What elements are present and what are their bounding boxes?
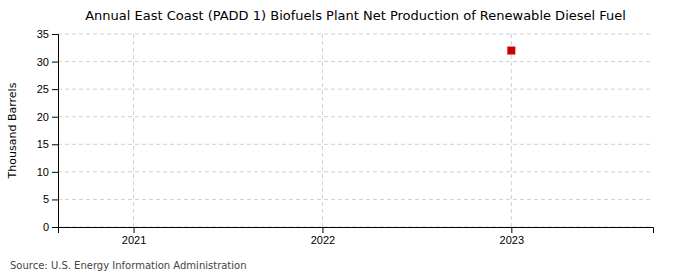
grid-line: [58, 144, 653, 145]
tick-label: 0: [43, 221, 49, 233]
tick-mark: [134, 227, 135, 233]
tick-mark: [322, 227, 323, 233]
point: [507, 47, 515, 55]
grid-line: [58, 199, 653, 200]
source: Source: U.S. Energy Information Administ…: [10, 260, 247, 271]
tick: 25: [37, 83, 58, 95]
tick-label: 2021: [122, 234, 146, 246]
grid-line: [58, 89, 653, 90]
grid-line: [133, 34, 134, 227]
grid-line: [58, 171, 653, 172]
grid-line: [58, 116, 653, 117]
grid-line: [58, 34, 653, 35]
tick-mark: [52, 62, 58, 63]
tick: 35: [37, 28, 58, 40]
tick: 2023: [500, 227, 524, 246]
tick-mark: [511, 227, 512, 233]
tick-mark: [52, 117, 58, 118]
tick: 20: [37, 111, 58, 123]
plot: 2021 2022 2023 0 5 10 15 20 25 30 35: [37, 28, 654, 246]
grid-line: [322, 34, 323, 227]
tick-mark: [52, 199, 58, 200]
grid: [58, 34, 653, 227]
tick-label: 15: [37, 138, 49, 150]
tick: 15: [37, 138, 58, 150]
y-axis-title: Thousand Barrels: [6, 82, 19, 179]
tick: 5: [43, 193, 58, 205]
tick-mark: [52, 89, 58, 90]
axis-line: [52, 35, 59, 228]
tick-mark: [52, 172, 58, 173]
grid-line: [511, 34, 512, 227]
tick-label: 35: [37, 28, 49, 40]
tick: 30: [37, 56, 58, 68]
tick-mark: [52, 227, 58, 228]
tick: 0: [43, 221, 58, 233]
tick-label: 2022: [311, 234, 335, 246]
tick: 2021: [122, 227, 146, 246]
tick: 10: [37, 166, 58, 178]
tick-label: 5: [43, 193, 49, 205]
tick-label: 20: [37, 111, 49, 123]
title: Annual East Coast (PADD 1) Biofuels Plan…: [85, 8, 626, 23]
tick-label: 30: [37, 56, 49, 68]
tick-label: 10: [37, 166, 49, 178]
tick-mark: [52, 34, 58, 35]
marks: [507, 47, 515, 55]
x-axis: 2021 2022 2023: [59, 227, 654, 246]
tick: 2022: [311, 227, 335, 246]
tick-label: 25: [37, 83, 49, 95]
chart: 2021 2022 2023 0 5 10 15 20 25 30 35 Annual East Co…: [0, 0, 675, 275]
y-axis: 0 5 10 15 20 25 30 35: [37, 28, 59, 233]
tick-mark: [52, 144, 58, 145]
grid-line: [58, 61, 653, 62]
axis-line: [59, 228, 654, 234]
tick-label: 2023: [500, 234, 524, 246]
